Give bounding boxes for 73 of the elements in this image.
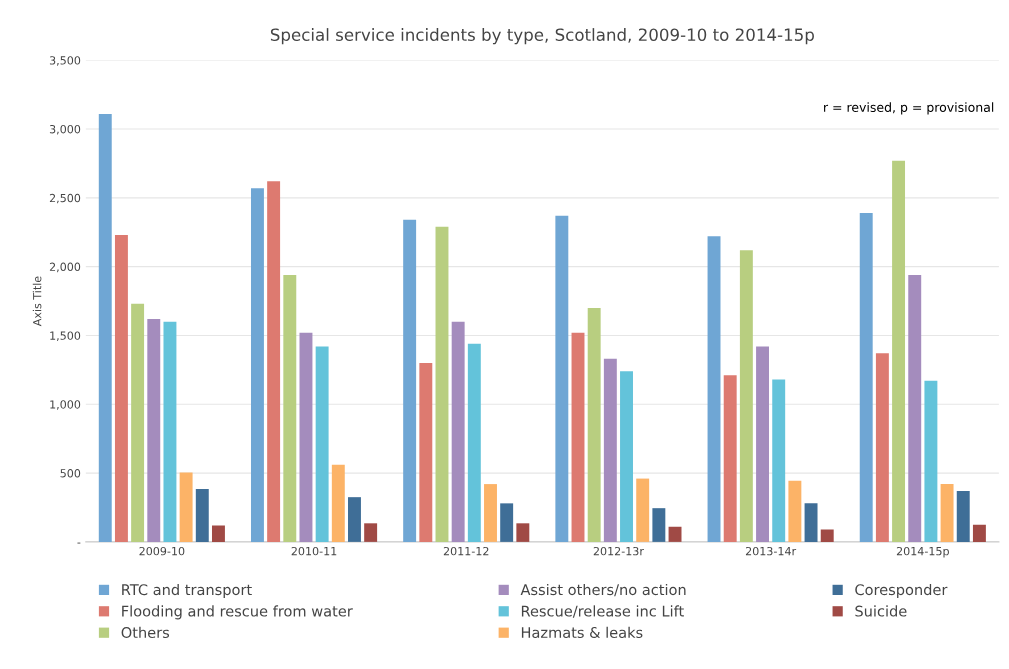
bar	[419, 362, 433, 542]
bar	[331, 464, 345, 542]
bar	[98, 113, 112, 542]
bar	[652, 508, 666, 542]
bar	[875, 353, 889, 542]
bar	[364, 523, 378, 542]
bar	[179, 472, 193, 542]
bar	[211, 525, 225, 542]
legend-label: Suicide	[855, 605, 907, 617]
bar	[723, 375, 737, 542]
bar	[668, 526, 682, 542]
bar	[451, 321, 465, 542]
bar	[555, 215, 569, 542]
bar	[603, 358, 617, 542]
bar	[250, 188, 264, 542]
bar	[283, 274, 297, 542]
bar	[500, 503, 514, 542]
y-tick-label: 2,000	[49, 262, 81, 273]
bar	[924, 380, 938, 542]
bar	[131, 303, 145, 542]
bar	[620, 371, 633, 542]
bar	[267, 181, 281, 542]
legend-label: Others	[121, 626, 170, 639]
bar	[956, 490, 970, 542]
y-tick-label: 1,000	[50, 400, 81, 410]
y-tick-label: 2,500	[49, 193, 81, 204]
x-tick-label: 2009-10	[139, 546, 185, 556]
bar	[467, 343, 481, 542]
legend-label: Assist others/no action	[520, 583, 686, 597]
bar	[804, 503, 818, 542]
x-tick-label: 2014-15p	[896, 546, 949, 558]
bar	[772, 379, 786, 542]
bar	[163, 321, 177, 542]
legend-label: Hazmats & leaks	[521, 626, 643, 639]
y-tick-label: 3,500	[49, 56, 81, 66]
bar	[516, 523, 530, 542]
bar	[114, 234, 128, 542]
bar	[707, 236, 721, 542]
x-tick-label: 2013-14r	[745, 546, 797, 556]
y-tick-label: 3,000	[49, 125, 81, 135]
bar	[484, 484, 497, 542]
x-tick-label: 2012-13r	[593, 546, 644, 556]
bar	[820, 529, 834, 542]
legend-label: RTC and transport	[122, 583, 252, 599]
legend-label: Rescue/release inc Lift	[521, 605, 684, 618]
legend-label: Coresponder	[855, 583, 948, 599]
y-tick-label: -	[77, 542, 81, 544]
x-tick-label: 2011-12	[443, 546, 489, 556]
bar	[636, 478, 650, 542]
bar	[348, 497, 361, 542]
bar	[972, 524, 986, 542]
legend-label: Flooding and rescue from water	[122, 605, 353, 620]
bar	[195, 488, 209, 542]
y-axis-title: Axis Title	[32, 276, 42, 327]
bar	[908, 274, 922, 542]
y-tick-label: 1,500	[50, 331, 81, 341]
x-tick-label: 2010-11	[291, 546, 337, 556]
bar	[147, 318, 161, 542]
bar	[587, 307, 601, 542]
bar	[315, 346, 329, 542]
bar	[435, 226, 449, 542]
bar	[859, 212, 873, 542]
bar	[299, 332, 313, 542]
annotation: r = revised, p = provisional	[824, 102, 994, 115]
bar	[788, 480, 802, 542]
chart-title: Special service incidents by type, Scotland, 2009-10 to 2014-15p	[270, 28, 814, 45]
bar	[892, 160, 906, 542]
bar	[571, 332, 585, 542]
bar	[403, 219, 417, 542]
bar	[739, 250, 753, 542]
bar	[756, 346, 770, 542]
bar	[940, 484, 954, 542]
y-tick-label: 500	[60, 469, 81, 478]
